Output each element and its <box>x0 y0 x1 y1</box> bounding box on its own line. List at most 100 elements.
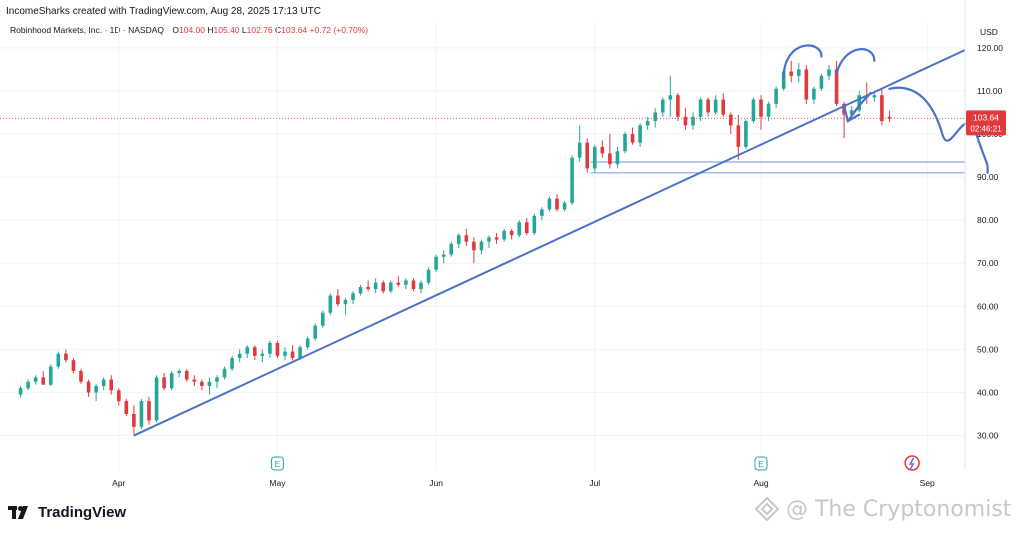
candle <box>230 355 234 371</box>
candle <box>419 280 423 294</box>
tradingview-wordmark: TradingView <box>38 504 127 521</box>
candle-body <box>691 116 695 126</box>
candle <box>570 155 574 206</box>
candle-body <box>328 295 333 313</box>
candle-body <box>343 299 348 305</box>
candle <box>464 228 469 246</box>
candle <box>434 254 438 272</box>
candle <box>109 375 114 395</box>
candle <box>713 95 718 115</box>
low-label: L <box>241 25 247 35</box>
candle <box>555 194 559 212</box>
high-value: 105.40 <box>213 25 240 35</box>
earnings-icon[interactable]: E <box>754 456 768 471</box>
candle-body <box>64 353 68 361</box>
tradingview-brand[interactable]: TradingView <box>8 504 126 521</box>
x-tick-label: Sep <box>920 478 935 488</box>
y-tick-label: 70.00 <box>977 258 999 268</box>
candle-body <box>555 198 559 210</box>
candle <box>139 398 144 430</box>
candle <box>691 112 695 130</box>
trend-line <box>133 49 966 437</box>
candle-body <box>872 95 877 98</box>
y-tick-label: 90.00 <box>977 172 999 182</box>
candle <box>71 358 76 374</box>
candle <box>290 345 295 361</box>
candle-body <box>502 230 506 240</box>
candle <box>517 220 522 238</box>
candle-body <box>887 116 892 119</box>
candle-body <box>86 381 91 393</box>
candle-body <box>373 282 378 290</box>
currency-label: USD <box>980 27 998 37</box>
candle <box>880 88 884 126</box>
earnings-icon-label: E <box>758 459 764 469</box>
candle-body <box>721 99 726 115</box>
candle <box>320 310 325 328</box>
candle-body <box>124 401 129 414</box>
candle-body <box>547 198 552 210</box>
candle <box>585 138 590 173</box>
x-tick-label: Jun <box>429 478 443 488</box>
candle-body <box>487 237 491 242</box>
candle-body <box>305 338 310 348</box>
candle-body <box>615 151 620 165</box>
candle-body <box>169 373 174 389</box>
candle <box>449 241 454 257</box>
y-tick-label: 80.00 <box>977 215 999 225</box>
candle <box>812 86 816 104</box>
candle-body <box>645 121 650 126</box>
price-badge-value: 103.64 <box>973 112 999 122</box>
candle <box>366 280 370 292</box>
candle-body <box>26 381 30 389</box>
candle-body <box>827 69 831 76</box>
candle-body <box>796 69 801 76</box>
candle <box>147 396 151 425</box>
candle-body <box>207 381 212 386</box>
candle-body <box>313 325 318 339</box>
candle <box>728 112 733 134</box>
candle-body <box>33 377 38 382</box>
candle-body <box>184 370 189 380</box>
candle-body <box>517 222 522 236</box>
candle <box>184 368 189 382</box>
candle-body <box>524 222 529 234</box>
candle-body <box>366 286 370 290</box>
candle-body <box>245 347 250 354</box>
candle <box>744 118 748 150</box>
candle-body <box>177 370 182 374</box>
dividend-icon[interactable] <box>904 455 920 471</box>
candle-body <box>472 241 476 251</box>
y-tick-label: 110.00 <box>977 86 1003 96</box>
chart-header: IncomeSharks created with TradingView.co… <box>6 6 321 17</box>
candle-body <box>623 134 627 152</box>
candle-body <box>396 282 401 285</box>
x-tick-label: May <box>269 478 286 488</box>
candle-body <box>381 282 386 292</box>
candle <box>79 368 83 384</box>
candle <box>804 65 809 104</box>
candle <box>162 373 166 391</box>
price-badge-countdown: 02:46:21 <box>970 124 1002 133</box>
candle-body <box>464 235 469 242</box>
candle <box>169 370 174 391</box>
earnings-icon-frame <box>754 456 768 471</box>
candle <box>396 276 401 287</box>
candle <box>751 97 756 124</box>
candle-body <box>404 280 408 285</box>
candle-body <box>562 202 567 210</box>
candle-body <box>819 75 824 89</box>
candle <box>562 200 567 212</box>
candle-body <box>290 351 295 358</box>
candle-body <box>320 312 325 326</box>
candle-body <box>56 353 61 367</box>
candle-body <box>600 146 605 154</box>
hand-drawn-annotation <box>888 86 989 174</box>
candle-body <box>577 142 582 158</box>
candle <box>64 349 68 363</box>
earnings-icon[interactable]: E <box>270 456 284 471</box>
candle <box>381 280 386 294</box>
candle-body <box>479 241 484 251</box>
candle <box>388 280 393 294</box>
